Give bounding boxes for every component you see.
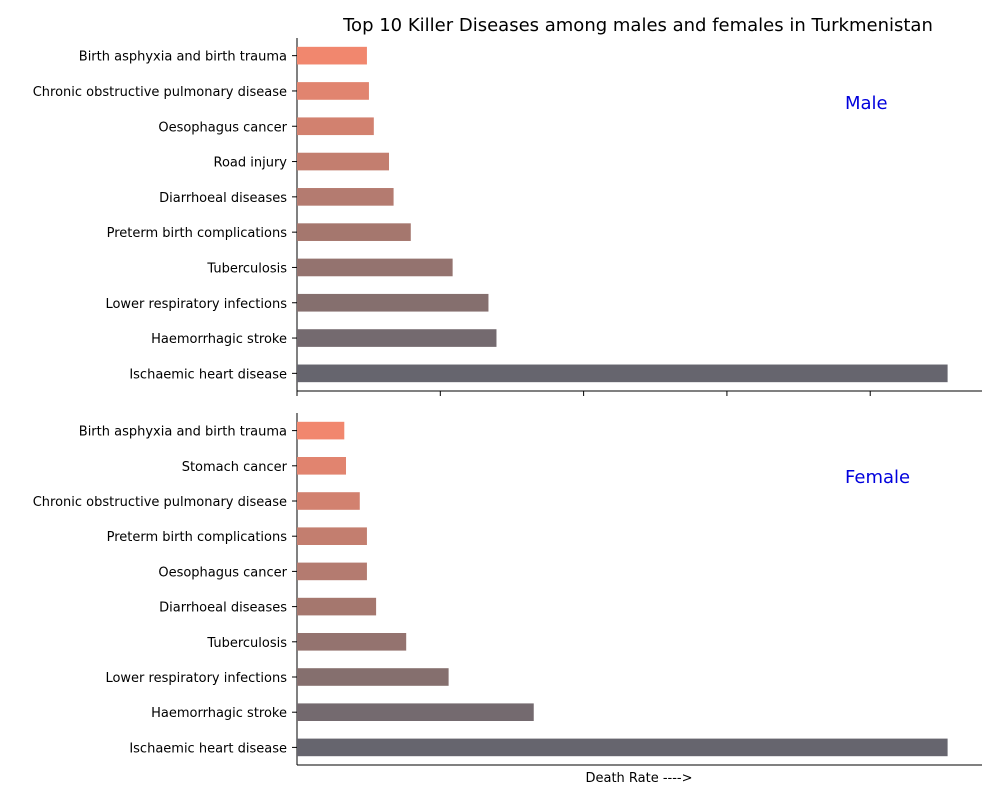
male-panel: Male Ischaemic heart disease Haemorrhagic… <box>33 38 982 396</box>
female-bar <box>297 668 449 686</box>
male-category-label: Oesophagus cancer <box>158 120 287 135</box>
female-category-label: Diarrhoeal diseases <box>159 601 287 616</box>
female-bar <box>297 421 345 440</box>
male-category-label: Chronic obstructive pulmonary disease <box>33 85 287 100</box>
chart-title: Top 10 Killer Diseases among males and f… <box>342 15 933 36</box>
female-category-label: Tuberculosis <box>206 636 287 651</box>
female-category-label: Lower respiratory infections <box>105 671 287 686</box>
male-bar <box>297 188 394 206</box>
male-category-label: Birth asphyxia and birth trauma <box>79 50 287 65</box>
male-bar <box>297 293 489 312</box>
female-category-label: Stomach cancer <box>182 460 288 475</box>
male-panel-label: Male <box>845 93 888 114</box>
female-bar <box>297 562 367 581</box>
male-category-label: Preterm birth complications <box>107 226 288 241</box>
male-bar <box>297 46 367 65</box>
male-bar <box>297 364 948 383</box>
female-category-label: Oesophagus cancer <box>158 565 287 580</box>
male-bar <box>297 117 374 136</box>
male-category-label: Haemorrhagic stroke <box>151 332 287 347</box>
female-category-label: Birth asphyxia and birth trauma <box>79 425 287 440</box>
female-category-label: Preterm birth complications <box>107 530 288 545</box>
male-category-label: Lower respiratory infections <box>105 297 287 312</box>
female-bar <box>297 597 377 616</box>
male-category-label: Diarrhoeal diseases <box>159 191 287 206</box>
female-category-label: Chronic obstructive pulmonary disease <box>33 495 287 510</box>
male-bar <box>297 258 453 277</box>
female-category-label: Ischaemic heart disease <box>129 741 287 756</box>
female-category-label: Haemorrhagic stroke <box>151 706 287 721</box>
female-panel: Female Death Rate ----> Ischaemic heart … <box>33 413 982 786</box>
male-bar <box>297 82 369 100</box>
female-bar <box>297 738 948 757</box>
female-bar <box>297 457 347 475</box>
male-category-label: Tuberculosis <box>206 261 287 276</box>
female-panel-label: Female <box>845 467 910 488</box>
female-bar <box>297 633 407 651</box>
male-bar <box>297 152 390 171</box>
female-bar <box>297 492 360 510</box>
x-axis-label: Death Rate ----> <box>585 771 692 786</box>
female-bar <box>297 703 534 721</box>
male-category-label: Road injury <box>214 156 288 171</box>
male-category-label: Ischaemic heart disease <box>129 367 287 382</box>
female-bar <box>297 527 367 545</box>
male-bar <box>297 329 497 347</box>
male-bar <box>297 223 411 241</box>
